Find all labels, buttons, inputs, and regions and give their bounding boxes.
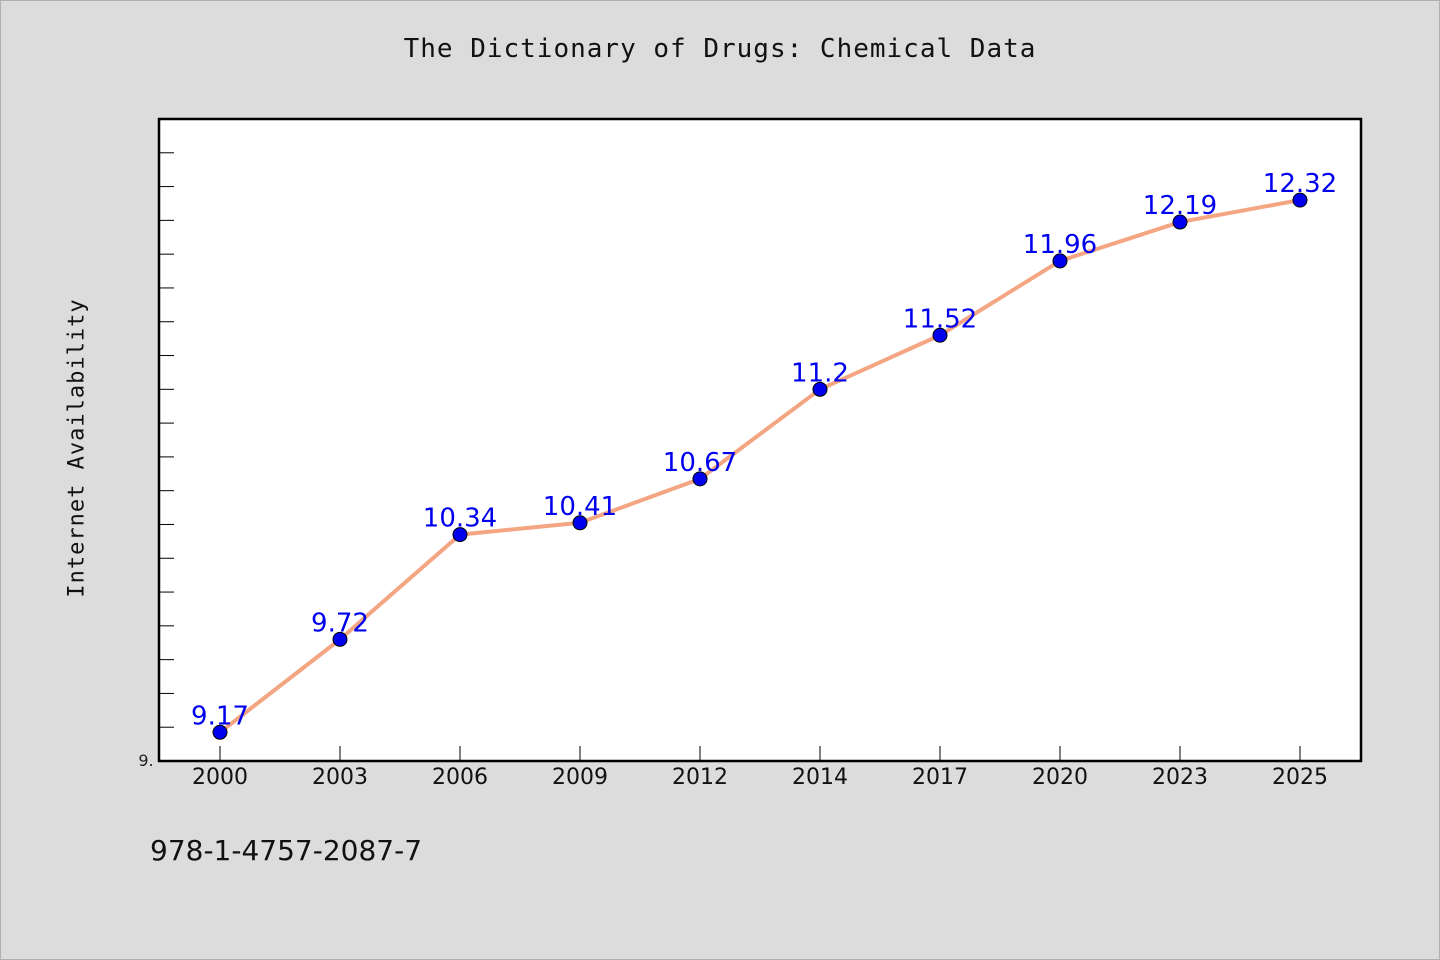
series-line bbox=[218, 198, 1302, 735]
chart-title: The Dictionary of Drugs: Chemical Data bbox=[403, 34, 1037, 64]
data-label: 11.2 bbox=[791, 358, 849, 388]
x-tick-label: 2009 bbox=[552, 765, 608, 790]
x-tick-label: 2017 bbox=[912, 765, 968, 790]
data-point bbox=[1052, 253, 1068, 269]
x-tick-label: 2006 bbox=[432, 765, 488, 790]
data-point bbox=[692, 471, 708, 487]
data-label: 11.96 bbox=[1023, 230, 1097, 260]
y-tick-label: 9. bbox=[138, 751, 153, 770]
data-label: 10.41 bbox=[543, 492, 617, 522]
series-layer: 9.17 9.72 10.34 10.41 10.67 11.2 11.52 11.96 12.… bbox=[191, 169, 1337, 740]
x-tick-label: 2020 bbox=[1032, 765, 1088, 790]
data-point bbox=[932, 327, 948, 343]
data-point bbox=[212, 724, 228, 740]
data-label: 12.32 bbox=[1263, 169, 1337, 199]
plot-area bbox=[157, 117, 1363, 763]
x-tick-label: 2025 bbox=[1272, 765, 1328, 790]
data-label: 9.72 bbox=[311, 608, 369, 638]
footer-isbn-text: 978-1-4757-2087-7 bbox=[150, 834, 423, 867]
data-point bbox=[1292, 192, 1308, 208]
data-point bbox=[572, 515, 588, 531]
data-label: 11.52 bbox=[903, 304, 977, 334]
x-axis-ticks: 2000 2003 2006 2009 2012 2014 2017 2020 2023 2025 bbox=[192, 746, 1328, 790]
data-label: 9.17 bbox=[191, 701, 249, 731]
x-tick-label: 2012 bbox=[672, 765, 728, 790]
y-axis-ticks bbox=[159, 152, 174, 728]
data-label: 10.34 bbox=[423, 504, 497, 534]
data-point bbox=[452, 527, 468, 543]
data-point bbox=[332, 631, 348, 647]
data-point bbox=[1172, 214, 1188, 230]
x-tick-label: 2000 bbox=[192, 765, 248, 790]
data-label: 12.19 bbox=[1143, 191, 1217, 221]
data-point bbox=[812, 381, 828, 397]
x-tick-label: 2014 bbox=[792, 765, 848, 790]
x-tick-label: 2023 bbox=[1152, 765, 1208, 790]
x-tick-label: 2003 bbox=[312, 765, 368, 790]
data-label: 10.67 bbox=[663, 448, 737, 478]
